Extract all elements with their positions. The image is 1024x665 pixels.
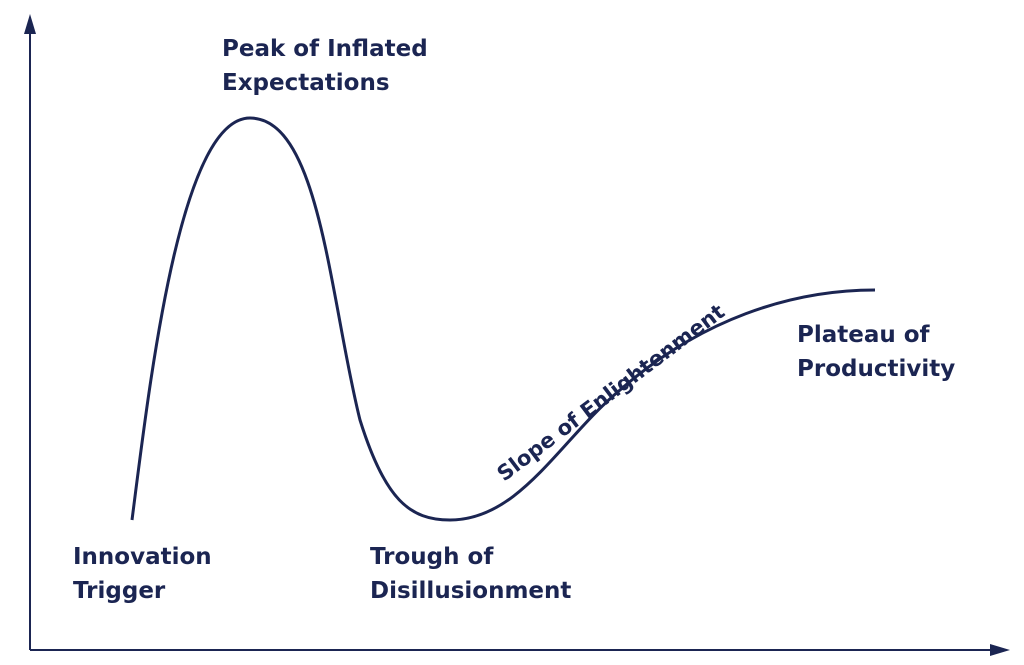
label-line: Peak of Inflated xyxy=(222,36,428,62)
label-line: Trough of xyxy=(370,544,494,570)
label-line: Plateau of xyxy=(797,322,931,348)
phase-label: Peak of Inflated Expectations xyxy=(222,36,436,96)
label-line: Trigger xyxy=(73,578,166,604)
hype-curve xyxy=(130,116,876,522)
label-line: Productivity xyxy=(797,356,955,382)
phase-label: Slope of Enlightenment xyxy=(493,299,730,486)
label-line: Slope of Enlightenment xyxy=(493,299,730,486)
label-line: Disillusionment xyxy=(370,578,571,604)
label-line: Innovation xyxy=(73,544,212,570)
phase-label: Innovation Trigger xyxy=(73,544,220,604)
label-line: Expectations xyxy=(222,70,390,96)
phase-label: Trough of Disillusionment xyxy=(370,544,571,604)
phase-label: Plateau of Productivity xyxy=(797,322,955,382)
